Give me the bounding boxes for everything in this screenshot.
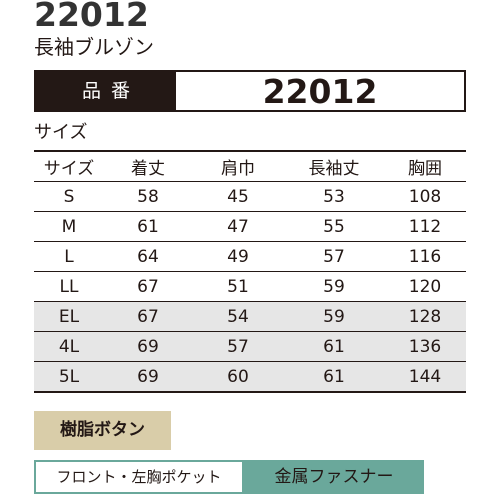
cell-sleeve: 53 <box>284 181 384 212</box>
cell-chest: 116 <box>384 241 466 272</box>
product-code-heading: 22012 <box>34 0 149 34</box>
table-row: M 61 47 55 112 <box>34 211 466 242</box>
table-row: L 64 49 57 116 <box>34 241 466 272</box>
product-name: 長袖ブルゾン <box>34 35 154 59</box>
pocket-note-value: 金属ファスナー <box>244 460 424 494</box>
cell-chest: 112 <box>384 211 466 242</box>
cell-sleeve: 59 <box>284 271 384 302</box>
button-feature-badge: 樹脂ボタン <box>34 411 171 450</box>
cell-sleeve: 57 <box>284 241 384 272</box>
cell-shoulder: 60 <box>192 361 284 393</box>
header-chest: 胸囲 <box>384 150 466 182</box>
cell-chest: 144 <box>384 361 466 393</box>
cell-shoulder: 51 <box>192 271 284 302</box>
cell-sleeve: 59 <box>284 301 384 332</box>
cell-sleeve: 61 <box>284 331 384 362</box>
cell-length: 69 <box>104 361 192 393</box>
cell-chest: 128 <box>384 301 466 332</box>
pocket-note-label: フロント・左胸ポケット <box>34 460 244 494</box>
table-row: 4L 69 57 61 136 <box>34 331 466 362</box>
hinban-value: 22012 <box>262 72 378 111</box>
cell-chest: 120 <box>384 271 466 302</box>
cell-shoulder: 47 <box>192 211 284 242</box>
header-size: サイズ <box>34 150 104 182</box>
cell-size: M <box>34 211 104 242</box>
table-row: LL 67 51 59 120 <box>34 271 466 302</box>
cell-shoulder: 45 <box>192 181 284 212</box>
size-caption: サイズ <box>34 122 88 143</box>
cell-sleeve: 55 <box>284 211 384 242</box>
cell-size: 5L <box>34 361 104 393</box>
table-row: S 58 45 53 108 <box>34 181 466 212</box>
header-sleeve: 長袖丈 <box>284 150 384 182</box>
cell-length: 64 <box>104 241 192 272</box>
cell-length: 67 <box>104 301 192 332</box>
cell-size: LL <box>34 271 104 302</box>
cell-shoulder: 57 <box>192 331 284 362</box>
cell-length: 61 <box>104 211 192 242</box>
cell-chest: 108 <box>384 181 466 212</box>
cell-chest: 136 <box>384 331 466 362</box>
cell-length: 58 <box>104 181 192 212</box>
size-table: サイズ 着丈 肩巾 長袖丈 胸囲 S 58 45 53 108 M 61 47 … <box>34 150 466 393</box>
cell-length: 69 <box>104 331 192 362</box>
cell-size: L <box>34 241 104 272</box>
cell-sleeve: 61 <box>284 361 384 393</box>
size-table-header: サイズ 着丈 肩巾 長袖丈 胸囲 <box>34 150 466 182</box>
cell-size: S <box>34 181 104 212</box>
hinban-box: 品番 22012 <box>34 70 466 112</box>
cell-shoulder: 49 <box>192 241 284 272</box>
header-shoulder: 肩巾 <box>192 150 284 182</box>
cell-length: 67 <box>104 271 192 302</box>
table-row: EL 67 54 59 128 <box>34 301 466 332</box>
cell-size: 4L <box>34 331 104 362</box>
header-length: 着丈 <box>104 150 192 182</box>
cell-size: EL <box>34 301 104 332</box>
table-row: 5L 69 60 61 144 <box>34 361 466 393</box>
hinban-label: 品番 <box>36 72 176 110</box>
cell-shoulder: 54 <box>192 301 284 332</box>
